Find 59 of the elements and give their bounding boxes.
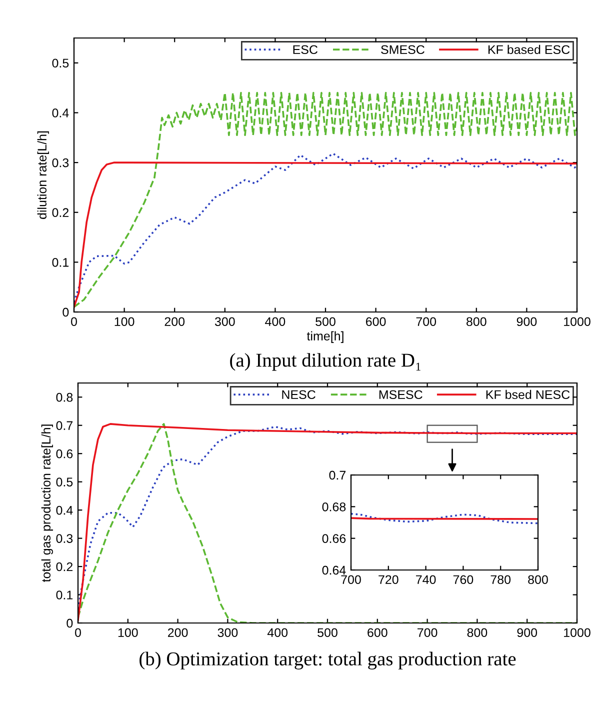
x-tick-label: 700 xyxy=(341,575,361,584)
text: (b) Optimization target: total gas production rate xyxy=(140,652,516,670)
y-tick-label: 0.68 xyxy=(322,502,346,512)
legend-label: SMESC xyxy=(381,45,424,54)
x-tick-label: 100 xyxy=(114,317,134,326)
legend-label: KF based ESC xyxy=(488,44,570,54)
y-tick-label: 0.4 xyxy=(56,506,73,515)
y-tick-label: 0.3 xyxy=(52,158,69,168)
x-axis-title: time[h] xyxy=(306,331,344,343)
x-tick-label: 500 xyxy=(318,628,338,638)
y-axis-title: dilution rate[L/h] xyxy=(37,131,49,219)
x-tick-label: 800 xyxy=(467,628,488,638)
y-tick-label: 0.5 xyxy=(56,478,73,486)
x-tick-label: 400 xyxy=(265,317,286,326)
y-tick-label: 0.4 xyxy=(52,108,69,118)
line-series xyxy=(351,512,538,524)
y-tick-label: 0.7 xyxy=(56,421,73,430)
line-series xyxy=(74,92,577,308)
y-tick-label: 0.6 xyxy=(56,449,73,458)
x-tick-label: 1000 xyxy=(564,628,590,638)
y-tick-label: 0 xyxy=(66,618,73,628)
y-tick-label: 0.8 xyxy=(56,392,73,402)
x-tick-label: 0 xyxy=(75,628,81,638)
y-tick-label: 0.66 xyxy=(322,534,346,543)
y-tick-label: 0.3 xyxy=(56,534,73,543)
legend-label: KF bsed NESC xyxy=(486,390,570,400)
x-tick-label: 300 xyxy=(214,317,235,326)
x-tick-label: 200 xyxy=(168,628,188,638)
y-tick-label: 0.64 xyxy=(322,566,346,575)
x-tick-label: 600 xyxy=(366,317,386,326)
legend-label: MSESC xyxy=(379,390,422,400)
x-tick-label: 780 xyxy=(490,575,511,584)
legend-label: ESC xyxy=(293,45,318,54)
x-tick-label: 1000 xyxy=(564,317,590,326)
x-tick-label: 900 xyxy=(517,628,538,638)
text: (a) Input dilution rate D₁ xyxy=(230,353,420,371)
y-tick-label: 0.2 xyxy=(52,208,69,218)
legend-label: NESC xyxy=(282,390,316,400)
x-tick-label: 900 xyxy=(516,317,537,326)
x-tick-label: 760 xyxy=(453,575,474,584)
x-tick-label: 500 xyxy=(316,317,336,326)
x-tick-label: 600 xyxy=(368,628,388,638)
x-tick-label: 400 xyxy=(267,628,288,638)
x-tick-label: 200 xyxy=(164,317,185,326)
y-tick-label: 0.7 xyxy=(329,470,346,480)
x-tick-label: 700 xyxy=(416,317,436,326)
y-tick-label: 0.5 xyxy=(52,58,69,68)
x-tick-label: 100 xyxy=(118,628,138,638)
x-tick-label: 700 xyxy=(418,628,438,638)
y-axis-title: total gas production rate[L/h] xyxy=(41,424,53,582)
x-tick-label: 300 xyxy=(218,628,238,638)
x-tick-label: 720 xyxy=(378,575,398,584)
y-tick-label: 0.2 xyxy=(56,562,73,572)
y-tick-label: 0.1 xyxy=(52,258,69,267)
y-tick-label: 0.1 xyxy=(56,590,73,600)
x-tick-label: 800 xyxy=(528,575,548,584)
x-tick-label: 800 xyxy=(466,317,486,326)
x-tick-label: 740 xyxy=(416,575,436,584)
y-tick-label: 0 xyxy=(62,308,69,317)
